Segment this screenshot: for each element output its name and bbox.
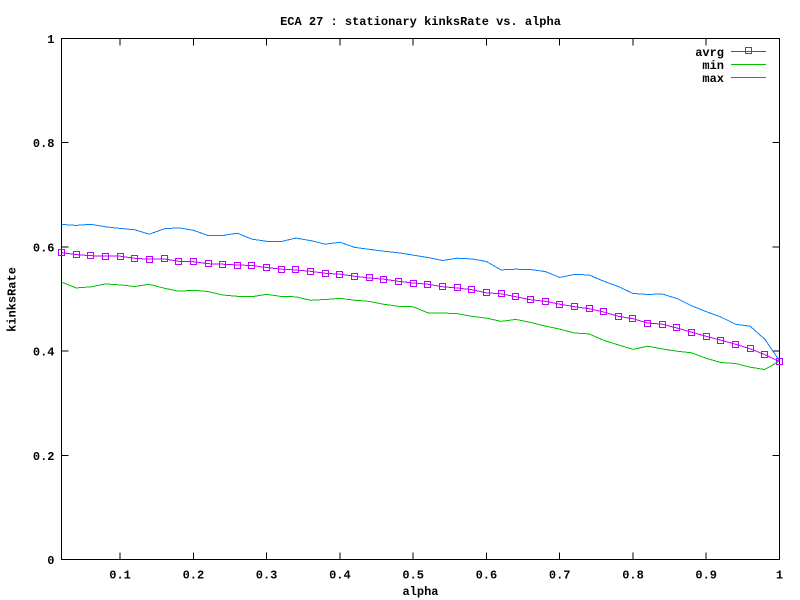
svg-text:0.3: 0.3 bbox=[256, 569, 278, 583]
svg-text:0.6: 0.6 bbox=[476, 569, 498, 583]
svg-text:0.7: 0.7 bbox=[549, 569, 571, 583]
svg-text:alpha: alpha bbox=[402, 585, 438, 599]
svg-text:0.9: 0.9 bbox=[695, 569, 717, 583]
svg-text:max: max bbox=[702, 72, 724, 86]
svg-text:1: 1 bbox=[47, 33, 54, 47]
svg-text:0: 0 bbox=[47, 554, 54, 568]
svg-text:ECA 27 : stationary kinksRate: ECA 27 : stationary kinksRate vs. alpha bbox=[280, 15, 561, 29]
svg-text:avrg: avrg bbox=[695, 46, 724, 60]
svg-text:0.5: 0.5 bbox=[402, 569, 424, 583]
svg-text:kinksRate: kinksRate bbox=[6, 267, 20, 332]
svg-text:0.2: 0.2 bbox=[183, 569, 205, 583]
svg-text:0.2: 0.2 bbox=[33, 450, 55, 464]
svg-text:0.8: 0.8 bbox=[622, 569, 644, 583]
svg-text:0.6: 0.6 bbox=[33, 241, 55, 255]
svg-text:0.4: 0.4 bbox=[33, 346, 55, 360]
svg-text:0.4: 0.4 bbox=[329, 569, 351, 583]
svg-text:0.8: 0.8 bbox=[33, 137, 55, 151]
svg-text:1: 1 bbox=[776, 569, 783, 583]
svg-text:0.1: 0.1 bbox=[109, 569, 131, 583]
svg-text:min: min bbox=[702, 59, 724, 73]
